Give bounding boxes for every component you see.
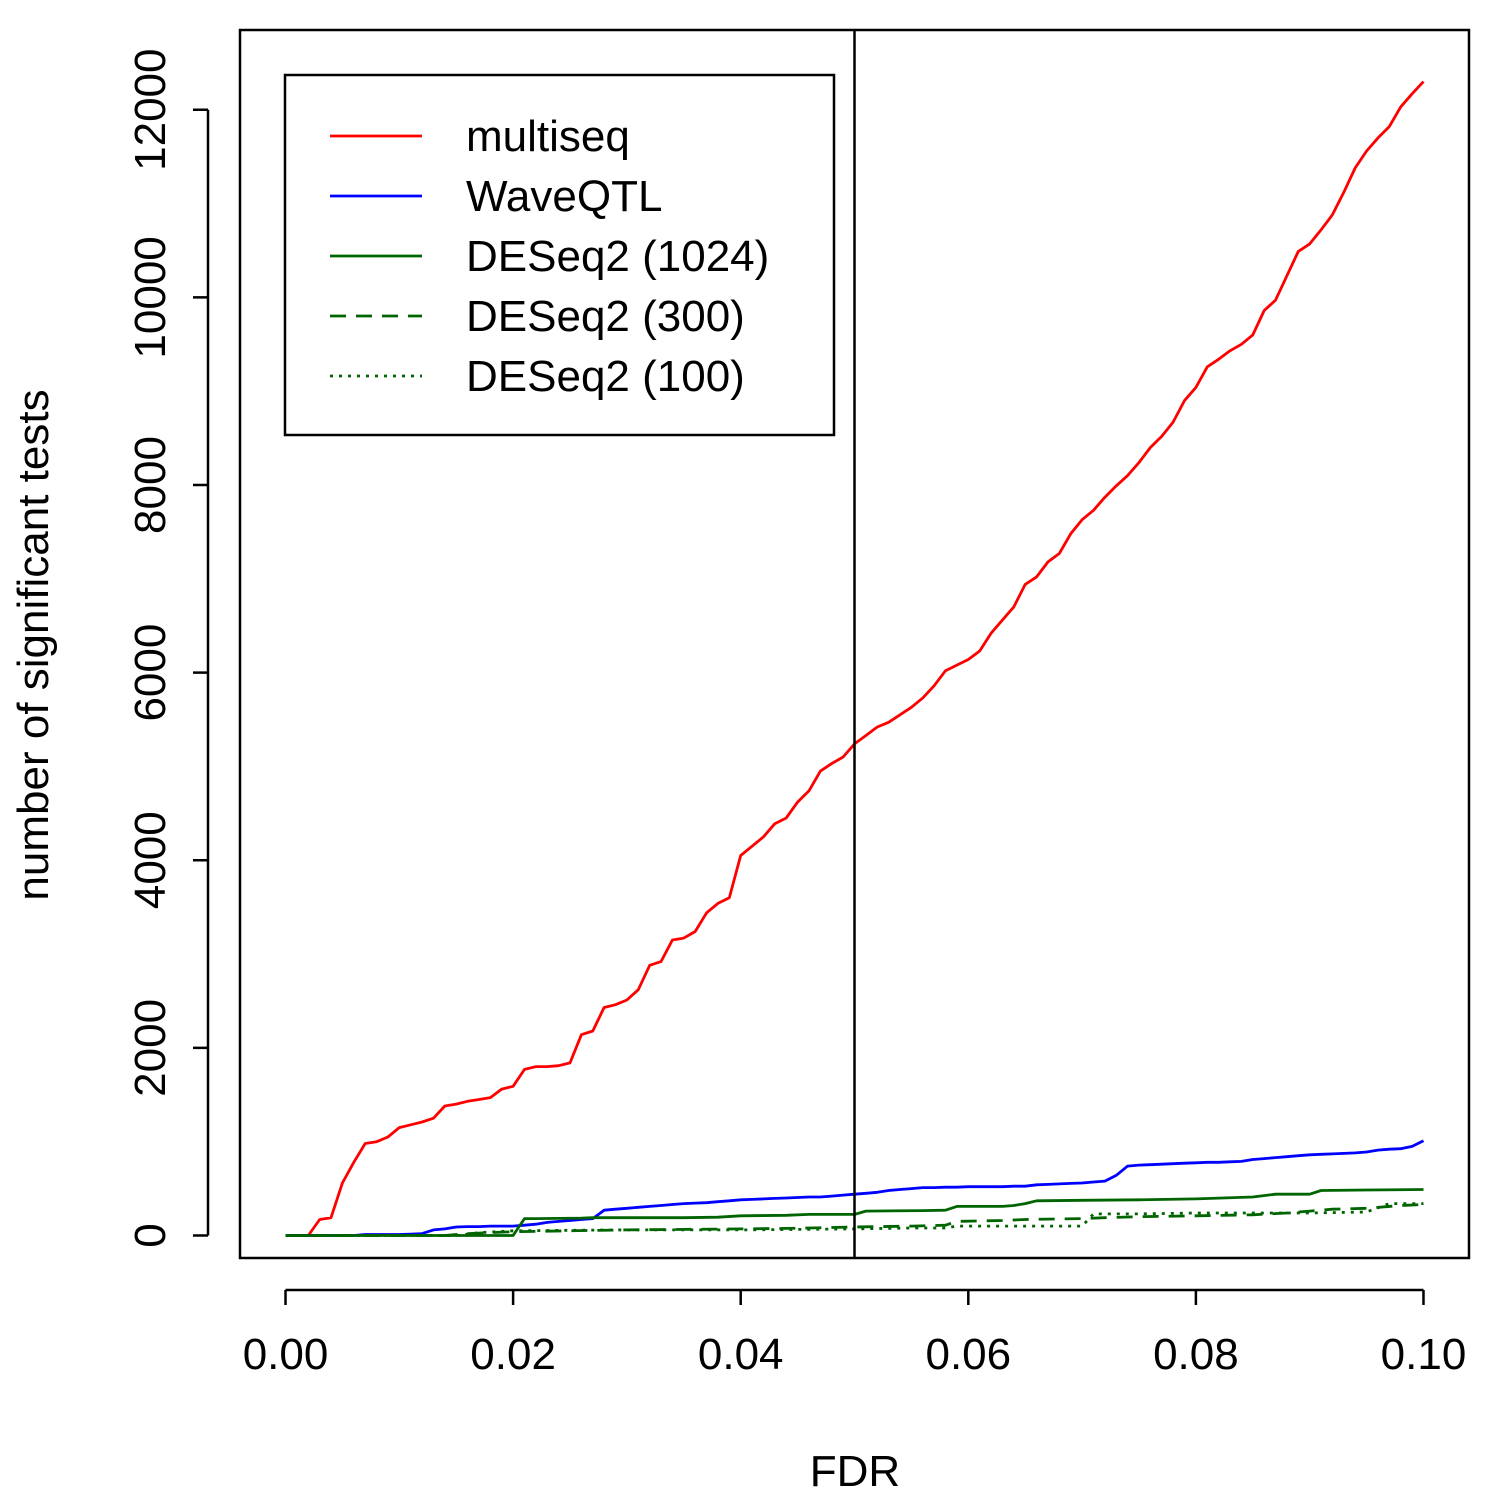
legend-label: WaveQTL bbox=[466, 172, 662, 221]
series-line-3 bbox=[285, 1203, 1424, 1237]
legend-label: DESeq2 (100) bbox=[466, 352, 745, 401]
y-tick-label: 2000 bbox=[126, 999, 175, 1097]
series-line-0 bbox=[285, 80, 1425, 1237]
y-axis: 0 2000 4000 6000 8000 10000 12000 bbox=[126, 49, 210, 1248]
legend: multiseq WaveQTL DESeq2 (1024) DESeq2 (300)… bbox=[283, 73, 836, 437]
legend-label: multiseq bbox=[466, 112, 630, 161]
series-line-1 bbox=[285, 1139, 1425, 1237]
x-tick-label: 0.02 bbox=[470, 1330, 556, 1379]
series-layer bbox=[285, 80, 1425, 1237]
x-axis: 0.00 0.02 0.04 0.06 0.08 0.10 bbox=[243, 1288, 1467, 1379]
series-line-4 bbox=[285, 1202, 1424, 1237]
legend-label: DESeq2 (300) bbox=[466, 292, 745, 341]
legend-label: DESeq2 (1024) bbox=[466, 232, 769, 281]
y-tick-label: 4000 bbox=[126, 811, 175, 909]
y-tick-label: 10000 bbox=[126, 236, 175, 358]
x-tick-label: 0.10 bbox=[1381, 1330, 1467, 1379]
y-tick-label: 8000 bbox=[126, 436, 175, 534]
x-axis-title: FDR bbox=[810, 1447, 900, 1496]
y-axis-title: number of significant tests bbox=[9, 389, 58, 900]
x-tick-label: 0.08 bbox=[1153, 1330, 1239, 1379]
y-tick-label: 6000 bbox=[126, 624, 175, 722]
x-tick-label: 0.00 bbox=[243, 1330, 329, 1379]
plot-frame bbox=[238, 28, 1471, 1260]
x-tick-label: 0.04 bbox=[698, 1330, 784, 1379]
y-tick-label: 0 bbox=[126, 1223, 175, 1247]
x-tick-label: 0.06 bbox=[925, 1330, 1011, 1379]
y-tick-label: 12000 bbox=[126, 49, 175, 171]
series-line-2 bbox=[285, 1188, 1424, 1237]
